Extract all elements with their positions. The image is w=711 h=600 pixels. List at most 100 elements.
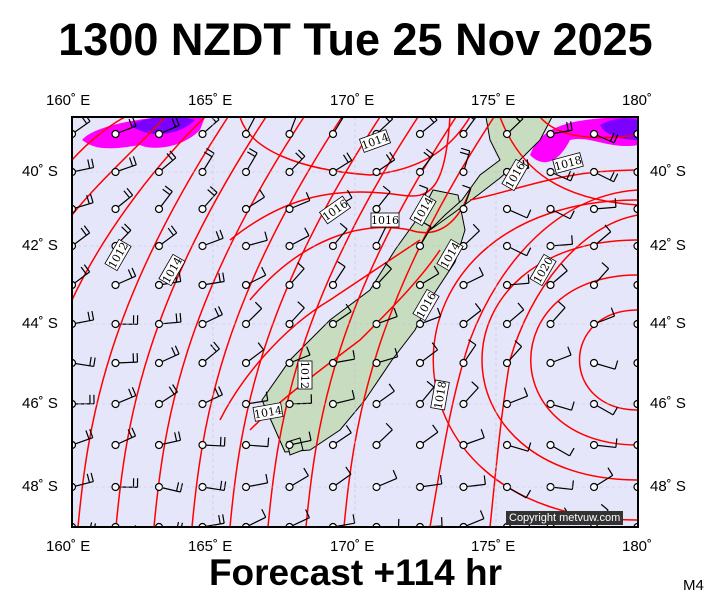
wind-barb [415,265,440,290]
wind-barb [589,438,618,450]
station-marker [285,204,294,214]
station-marker [241,440,251,450]
wind-barb [285,191,311,214]
svg-text:1018: 1018 [432,380,450,410]
svg-text:1012: 1012 [298,361,311,389]
wind-barb [589,399,619,416]
wind-barbs [72,117,638,527]
isobar-label: 1016 [370,212,400,228]
lat-left-40: 40˚ S [22,163,58,180]
wind-barb [111,117,137,139]
wind-barb [285,117,297,139]
lon-bottom-180: 180˚ [622,538,653,555]
isobar-line [229,117,451,241]
station-marker [502,204,512,214]
isobar-line [481,239,638,481]
station-marker [241,204,251,214]
wind-barb [198,272,225,290]
wind-barb [589,198,617,214]
wind-barb [459,266,484,290]
station-marker [111,129,120,139]
forecast-hour: Forecast +114 hr [208,552,503,593]
isobar-line [153,117,305,527]
lat-left-48: 48˚ S [22,478,58,495]
station-marker [198,129,207,139]
station-marker [328,440,338,450]
lat-right-42: 42˚ S [650,237,686,254]
isobar-label: 1018 [430,379,450,411]
station-marker [285,358,294,368]
wind-barb [154,225,178,251]
lon-bottom-160: 160˚ E [46,538,91,555]
wind-barb [546,204,575,220]
wind-barb [546,121,573,139]
station-marker [328,129,338,139]
wind-barb [415,424,439,450]
lon-top-160: 160˚ E [46,92,91,109]
station-marker [459,358,468,368]
lon-top-180: 180˚ [622,92,653,109]
wind-barb [72,193,94,214]
wind-barb [111,353,139,368]
wind-barb [111,427,137,450]
station-marker [154,280,164,290]
model-tag: M4 [683,577,704,594]
lat-left-44: 44˚ S [22,315,58,332]
isobar-line [539,117,638,139]
station-marker [546,358,555,368]
station-marker [111,280,120,290]
wind-barb [589,262,610,290]
isobar-line [429,189,638,527]
station-marker [198,358,207,368]
lat-right-44: 44˚ S [650,315,686,332]
station-marker [459,440,468,450]
north-island [429,117,553,231]
station-marker [111,204,120,214]
station-marker [111,440,120,450]
station-marker [459,204,468,214]
wind-barb [198,229,224,251]
svg-text:1016: 1016 [371,214,399,227]
wind-barb [546,263,568,290]
station-marker [328,358,338,368]
station-marker [372,358,381,368]
lon-bottom-165: 165˚ E [188,538,233,555]
station-marker [415,129,425,139]
wind-barb [328,350,356,368]
wind-barb [502,440,532,452]
wind-barb [285,262,305,290]
wind-barb [415,307,442,329]
wind-barb [285,149,306,177]
lon-top-175: 175˚ E [471,92,516,109]
wind-barb [589,358,619,370]
station-marker [589,358,599,368]
wind-barb [154,117,180,139]
copyright-notice[interactable]: Copyright metvuw.com [506,511,624,525]
isobar-line [249,189,471,301]
station-marker [372,440,381,450]
isobar-label: 1012 [297,360,313,390]
station-marker [198,280,207,290]
map-frame [71,116,639,528]
wind-barb [72,428,94,450]
wind-barb [198,436,226,450]
station-marker [241,280,251,290]
wind-barb [72,158,95,177]
wind-barb [502,340,523,368]
station-marker [154,129,164,139]
wind-barb [459,339,477,368]
station-marker [372,204,381,214]
isobar-line [191,117,343,527]
lon-top-170: 170˚ E [330,92,375,109]
station-marker [459,129,468,139]
isobars [72,117,638,527]
station-marker [372,280,381,290]
station-marker [415,440,425,450]
station-marker [546,204,555,214]
station-marker [154,358,164,368]
station-marker [415,280,425,290]
isobar-label: 1018 [552,152,584,174]
wind-barb [111,267,137,290]
isobar-line [115,117,267,527]
